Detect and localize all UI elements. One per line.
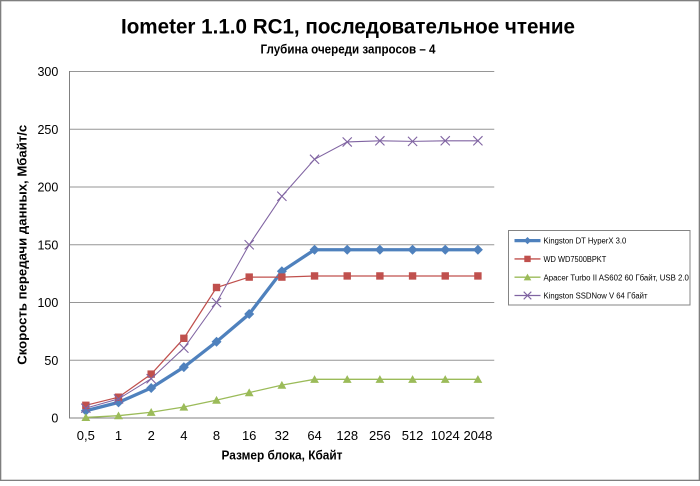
svg-text:0: 0 xyxy=(51,412,58,426)
svg-text:8: 8 xyxy=(213,428,220,443)
svg-text:300: 300 xyxy=(37,65,58,79)
svg-text:2: 2 xyxy=(148,428,155,443)
svg-text:Kingston SSDNow V 64 Гбайт: Kingston SSDNow V 64 Гбайт xyxy=(544,292,648,301)
svg-text:16: 16 xyxy=(242,428,256,443)
svg-text:256: 256 xyxy=(369,428,391,443)
svg-text:Размер блока, Кбайт: Размер блока, Кбайт xyxy=(222,448,343,463)
svg-text:1: 1 xyxy=(115,428,122,443)
svg-text:200: 200 xyxy=(37,181,58,195)
svg-text:4: 4 xyxy=(180,428,187,443)
svg-text:Скорость передачи данных, Мбай: Скорость передачи данных, Мбайт/с xyxy=(15,125,30,365)
svg-text:1024: 1024 xyxy=(431,428,460,443)
svg-text:50: 50 xyxy=(44,354,58,368)
svg-text:Глубина очереди запросов – 4: Глубина очереди запросов – 4 xyxy=(261,42,437,57)
svg-text:2048: 2048 xyxy=(463,428,492,443)
svg-text:100: 100 xyxy=(37,296,58,310)
svg-text:Apacer Turbo II AS602 60 Гбайт: Apacer Turbo II AS602 60 Гбайт, USB 2.0 xyxy=(544,273,690,282)
svg-text:250: 250 xyxy=(37,123,58,137)
svg-text:Kingston DT HyperX 3.0: Kingston DT HyperX 3.0 xyxy=(544,237,627,246)
svg-text:Iometer 1.1.0 RC1, последовате: Iometer 1.1.0 RC1, последовательное чтен… xyxy=(121,15,575,39)
svg-text:64: 64 xyxy=(307,428,321,443)
svg-text:WD WD7500BPKT: WD WD7500BPKT xyxy=(544,255,607,264)
svg-text:128: 128 xyxy=(336,428,358,443)
svg-text:32: 32 xyxy=(275,428,289,443)
svg-text:150: 150 xyxy=(37,238,58,252)
svg-text:512: 512 xyxy=(402,428,424,443)
svg-text:0,5: 0,5 xyxy=(77,428,95,443)
